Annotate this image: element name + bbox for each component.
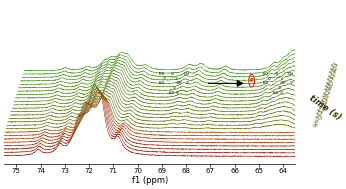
Text: 20: 20 xyxy=(325,79,334,87)
Text: 17: 17 xyxy=(321,89,330,98)
Text: 8: 8 xyxy=(311,122,317,129)
Text: P: P xyxy=(250,78,253,83)
Text: 13: 13 xyxy=(317,103,326,111)
Text: time (s): time (s) xyxy=(308,93,343,122)
Text: 16: 16 xyxy=(320,93,329,101)
Text: 18: 18 xyxy=(322,86,332,94)
Text: HO   D    OH
 D  ¹³C   
HO     OH  D
   D  
HO D: HO D OH D ¹³C HO OH D D HO D xyxy=(263,72,293,94)
Text: 23: 23 xyxy=(328,69,337,77)
Text: 15: 15 xyxy=(319,96,328,105)
Text: 22: 22 xyxy=(327,72,336,81)
Text: 24: 24 xyxy=(329,65,338,74)
X-axis label: f1 (ppm): f1 (ppm) xyxy=(131,176,168,185)
Text: 14: 14 xyxy=(318,100,327,108)
Text: 21: 21 xyxy=(326,76,335,84)
Text: 25: 25 xyxy=(330,62,339,70)
Text: 9: 9 xyxy=(312,119,318,125)
Text: HO   D    OH
 D  ¹³C   
HO     OH  D
   D  
HO D: HO D OH D ¹³C HO OH D D HO D xyxy=(159,72,189,94)
Text: 19: 19 xyxy=(323,82,333,91)
Text: 12: 12 xyxy=(316,106,325,115)
Text: 11: 11 xyxy=(315,110,324,118)
Text: 10: 10 xyxy=(313,113,323,122)
